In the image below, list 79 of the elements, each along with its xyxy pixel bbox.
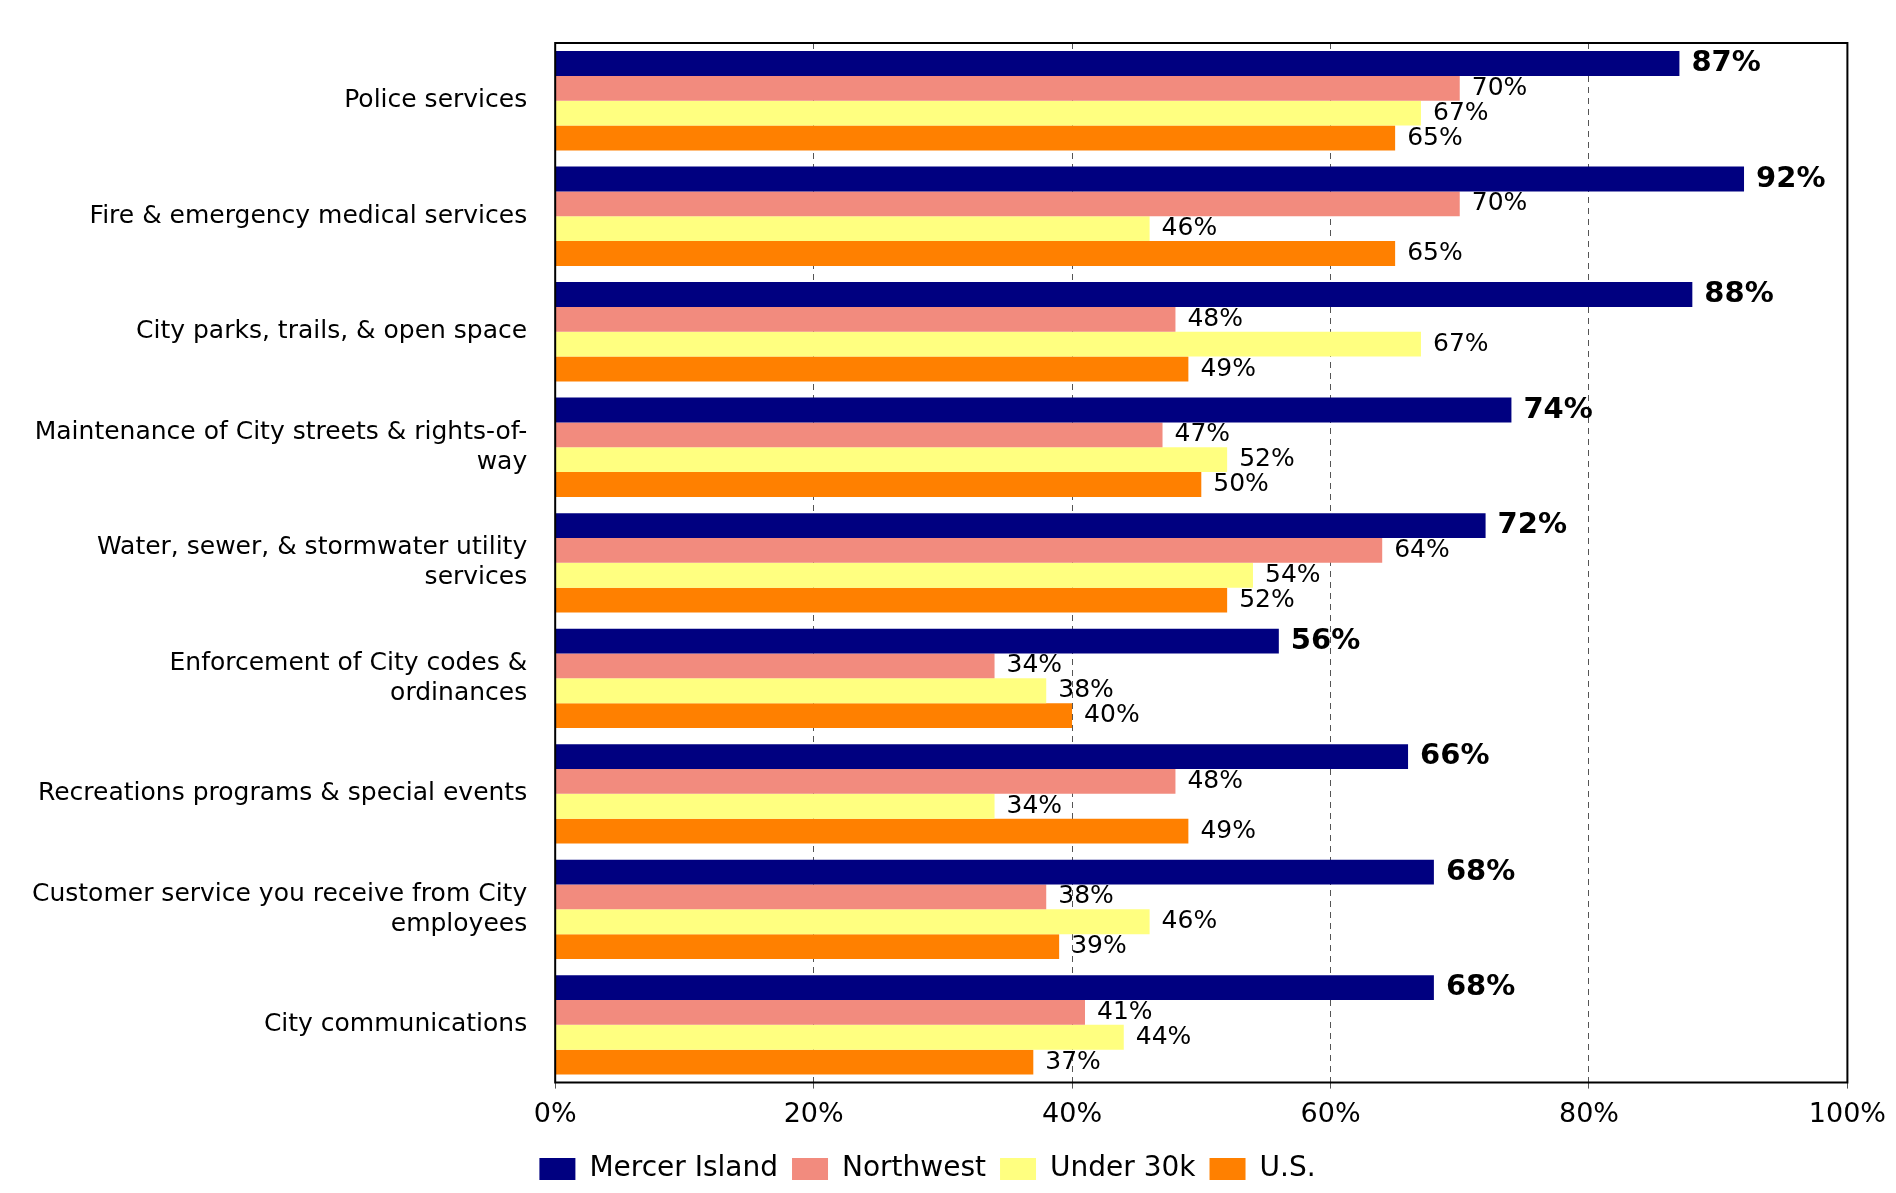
legend-label: U.S. <box>1259 1150 1316 1184</box>
y-tick-label: Police services <box>344 84 528 114</box>
bar <box>555 884 1047 910</box>
y-tick-label: Fire & emergency medical services <box>89 199 528 229</box>
bar <box>555 51 1680 76</box>
bar <box>555 397 1512 423</box>
bar <box>555 818 1189 844</box>
bar <box>555 75 1460 101</box>
bar <box>555 216 1150 242</box>
bar <box>555 166 1745 192</box>
bar <box>555 125 1396 151</box>
y-tick-label: Recreations programs & special events <box>37 777 528 807</box>
bar <box>555 744 1409 769</box>
legend-label: Mercer Island <box>589 1150 779 1184</box>
bar <box>555 703 1073 728</box>
x-tick-label: 60% <box>1300 1096 1361 1128</box>
data-label: 48% <box>1187 302 1244 332</box>
x-tick-label: 40% <box>1042 1096 1103 1128</box>
legend-label: Under 30k <box>1050 1150 1197 1184</box>
data-label: 92% <box>1756 159 1826 194</box>
x-tick-label: 100% <box>1808 1096 1887 1128</box>
bar <box>555 513 1486 538</box>
data-label: 68% <box>1445 968 1516 1003</box>
data-label: 66% <box>1420 737 1490 772</box>
bar <box>555 975 1434 1001</box>
data-label: 68% <box>1445 852 1516 887</box>
bar <box>555 562 1253 588</box>
data-label: 37% <box>1045 1045 1101 1075</box>
bar <box>555 306 1176 332</box>
data-label: 46% <box>1161 212 1218 242</box>
bar <box>555 1000 1085 1025</box>
bar <box>555 909 1150 935</box>
data-label: 34% <box>1006 789 1063 819</box>
x-tick-label: 20% <box>783 1096 844 1128</box>
bar <box>555 859 1434 885</box>
data-label: 67% <box>1432 327 1489 357</box>
data-label: 49% <box>1200 352 1256 382</box>
data-label: 39% <box>1071 930 1127 960</box>
data-label: 87% <box>1691 44 1761 79</box>
y-tick-label: Customer service you receive from City employees <box>31 877 528 937</box>
y-tick-label: City parks, trails, & open space <box>136 315 528 345</box>
bar <box>555 241 1396 266</box>
bar <box>555 191 1460 217</box>
data-label: 74% <box>1523 390 1593 425</box>
data-label: 65% <box>1407 237 1463 267</box>
bar <box>555 537 1383 563</box>
bar <box>555 587 1228 613</box>
bar <box>555 653 995 679</box>
data-label: 88% <box>1704 275 1774 310</box>
data-label: 64% <box>1394 533 1450 563</box>
y-tick-label: City communications <box>263 1008 528 1038</box>
x-tick-label: 0% <box>533 1096 577 1128</box>
bar <box>555 356 1189 382</box>
x-tick-label: 80% <box>1558 1096 1619 1128</box>
data-label: 47% <box>1174 418 1231 448</box>
data-label: 38% <box>1058 880 1114 910</box>
bar <box>555 1049 1034 1075</box>
bar <box>555 678 1047 704</box>
bar <box>555 282 1693 307</box>
bar <box>555 1024 1124 1050</box>
data-label: 70% <box>1471 187 1528 217</box>
data-label: 46% <box>1161 905 1218 935</box>
bar <box>555 100 1421 126</box>
bar <box>555 472 1202 497</box>
bar <box>555 447 1228 473</box>
data-label: 49% <box>1200 814 1256 844</box>
bar <box>555 793 995 819</box>
y-tick-label: Maintenance of City streets & rights-of- way <box>34 415 528 475</box>
bar <box>555 768 1176 794</box>
bar <box>555 331 1421 357</box>
bar <box>555 628 1279 654</box>
data-label: 56% <box>1290 621 1361 656</box>
data-label: 48% <box>1187 764 1244 794</box>
bar <box>555 934 1060 959</box>
y-tick-label: Enforcement of City codes & ordinances <box>169 646 528 706</box>
y-tick-label: Water, sewer, & stormwater utility services <box>96 531 528 591</box>
data-label: 72% <box>1497 506 1568 541</box>
legend-label: Northwest <box>842 1150 987 1184</box>
bar <box>555 422 1163 448</box>
